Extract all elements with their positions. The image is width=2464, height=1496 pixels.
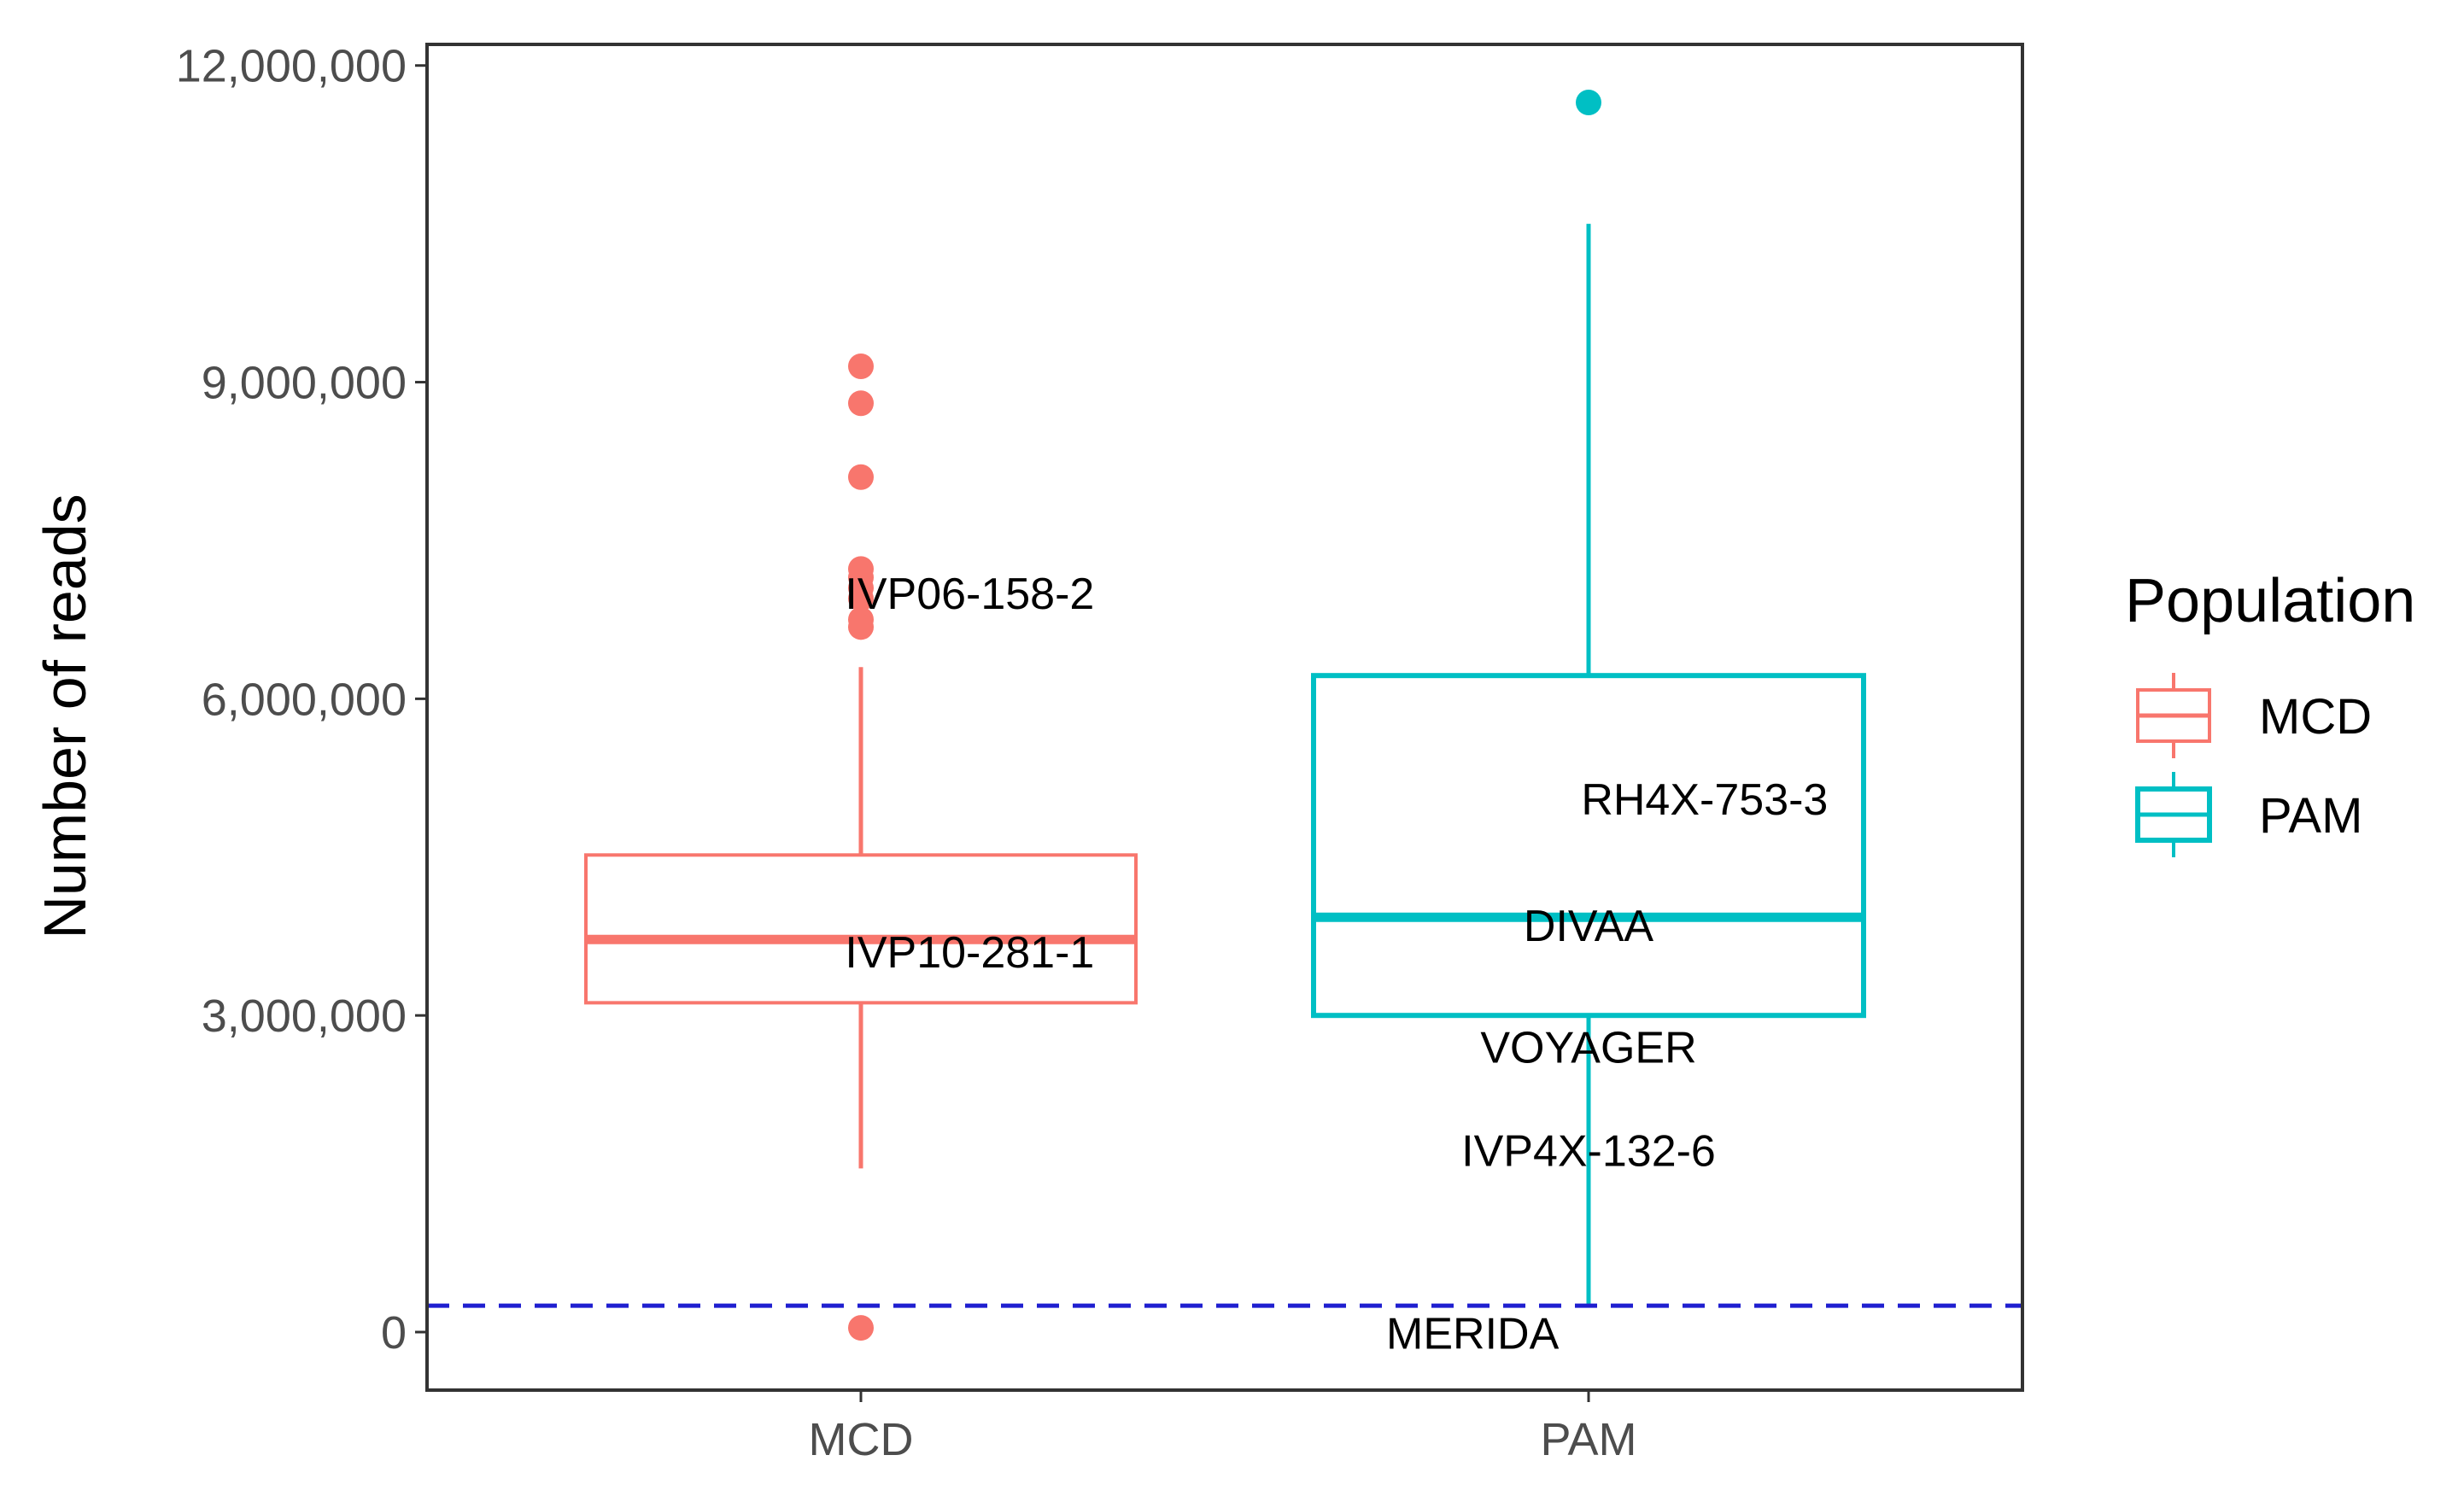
outlier-point [1576,89,1601,115]
box-iqr [584,853,1138,1005]
outlier-point [848,390,874,417]
outlier-point [848,614,874,640]
annotation-label: VOYAGER [1480,1023,1696,1072]
legend: Population MCD PAM [2125,567,2415,857]
outlier-point [848,1315,874,1341]
y-tick-label: 12,000,000 [176,41,407,92]
y-axis-title: Number of reads [32,494,98,938]
annotation-label: IVP10-281-1 [845,928,1094,978]
legend-label-pam: PAM [2259,788,2362,844]
outlier-point [848,585,874,611]
panel-border-layer [425,43,2024,1392]
box-pam [1311,89,1866,1306]
y-tick-label: 3,000,000 [202,991,407,1042]
legend-title: Population [2125,567,2415,635]
legend-key-pam [2135,772,2212,857]
legend-key-mcd [2136,673,2211,758]
y-tick-label: 9,000,000 [202,358,407,409]
annotation-label: DIVAA [1524,902,1654,951]
annotation-label: IVP4X-132-6 [1461,1126,1716,1176]
y-tick-label: 6,000,000 [202,674,407,725]
x-tick-label: PAM [1540,1414,1636,1465]
annotation-label: RH4X-753-3 [1581,775,1828,825]
point-annotations: IVP06-158-2 IVP10-281-1 RH4X-753-3 DIVAA VOY… [845,570,1828,1359]
annotation-label: IVP06-158-2 [845,570,1094,619]
y-tick-label: 0 [381,1307,407,1359]
box-series [584,89,1866,1341]
y-axis: 0 3,000,000 6,000,000 9,000,000 12,000,000 [176,41,427,1359]
outlier-point [848,354,874,380]
x-axis: MCD PAM [809,1390,1637,1465]
legend-label-mcd: MCD [2259,689,2372,745]
panel-border [425,43,2024,1392]
annotation-label: MERIDA [1386,1309,1560,1359]
x-tick-label: MCD [809,1414,914,1465]
box-iqr [1311,673,1866,1019]
outlier-point [848,464,874,490]
box-mcd [584,354,1138,1341]
